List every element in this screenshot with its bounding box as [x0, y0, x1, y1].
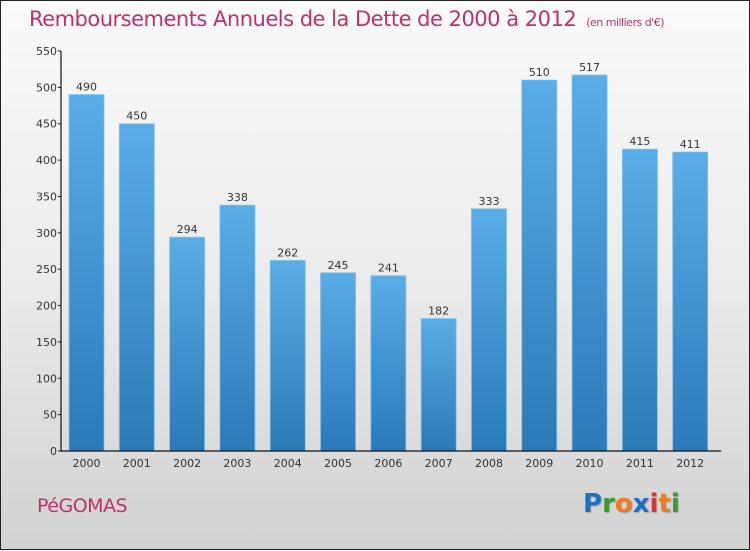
value-label-2012: 411	[680, 138, 701, 151]
logo-letter: t	[658, 489, 671, 519]
value-label-2001: 450	[126, 110, 147, 123]
logo-letter: r	[602, 489, 615, 519]
x-tick-label-2009: 2009	[525, 457, 553, 470]
logo-letter: o	[614, 489, 633, 519]
value-label-2005: 245	[328, 259, 349, 272]
y-tick-label-200: 200	[36, 300, 57, 313]
logo-letter: i	[649, 489, 659, 519]
bar-2002	[169, 236, 206, 452]
bars-group: 490 450 294 338 262 245 241 182 333 510 517 415 411	[68, 61, 709, 452]
bar-2000	[68, 94, 105, 452]
y-tick-label-0: 0	[50, 445, 57, 458]
bar-2008	[471, 208, 507, 452]
value-label-2009: 510	[529, 66, 550, 79]
logo-letter: x	[632, 489, 650, 519]
x-tick-label-2003: 2003	[223, 457, 251, 470]
value-label-2006: 241	[378, 262, 399, 275]
bar-2011	[621, 148, 658, 452]
x-tick-label-2005: 2005	[324, 457, 352, 470]
value-label-2003: 338	[227, 191, 248, 204]
logo-letter: i	[670, 489, 680, 519]
bar-2010	[571, 74, 608, 452]
bar-2003	[219, 204, 256, 452]
city-name: PéGOMAS	[37, 495, 128, 517]
value-label-2010: 517	[579, 61, 600, 74]
bar-2005	[320, 272, 356, 452]
value-label-2007: 182	[428, 305, 449, 318]
y-tick-label-550: 550	[36, 45, 57, 58]
value-label-2004: 262	[277, 246, 298, 259]
bar-2004	[269, 260, 306, 452]
title-text: Remboursements Annuels de la Dette de 20…	[29, 7, 577, 31]
y-tick-label-100: 100	[36, 372, 57, 385]
x-tick-label-2000: 2000	[73, 457, 101, 470]
y-tick-label-450: 450	[36, 118, 57, 131]
x-tick-label-2008: 2008	[475, 457, 503, 470]
x-tick-label-2006: 2006	[374, 457, 402, 470]
bar-2012	[672, 151, 709, 452]
logo-letter: P	[583, 489, 603, 519]
x-tick-label-2012: 2012	[676, 457, 704, 470]
x-tick-label-2002: 2002	[173, 457, 201, 470]
y-tick-label-400: 400	[36, 154, 57, 167]
value-label-2000: 490	[76, 81, 97, 94]
x-tick-label-2011: 2011	[626, 457, 654, 470]
x-axis: 2000 2001 2002 2003 2004 2005 2006 2007 2008 2009…	[61, 450, 721, 470]
bar-2007	[420, 318, 457, 452]
value-label-2002: 294	[177, 223, 198, 236]
y-tick-label-500: 500	[36, 81, 57, 94]
y-axis: 0 50 100 150 200 250 300 350 400 450 500 550	[36, 45, 62, 458]
y-tick-label-250: 250	[36, 263, 57, 276]
y-tick-label-50: 50	[43, 409, 57, 422]
x-tick-label-2001: 2001	[123, 457, 151, 470]
y-tick-label-300: 300	[36, 227, 57, 240]
chart-subtitle: (en milliers d'€)	[586, 16, 664, 29]
y-tick-label-350: 350	[36, 190, 57, 203]
x-tick-label-2004: 2004	[274, 457, 302, 470]
proxiti-logo[interactable]: Proxiti	[583, 489, 680, 519]
x-tick-label-2007: 2007	[425, 457, 453, 470]
bar-2006	[370, 275, 407, 452]
x-tick-label-2010: 2010	[576, 457, 604, 470]
value-label-2008: 333	[478, 195, 499, 208]
bar-2009	[521, 79, 558, 452]
y-tick-label-150: 150	[36, 336, 57, 349]
chart-title: Remboursements Annuels de la Dette de 20…	[29, 7, 664, 31]
bar-2001	[118, 123, 155, 452]
value-label-2011: 415	[629, 135, 650, 148]
